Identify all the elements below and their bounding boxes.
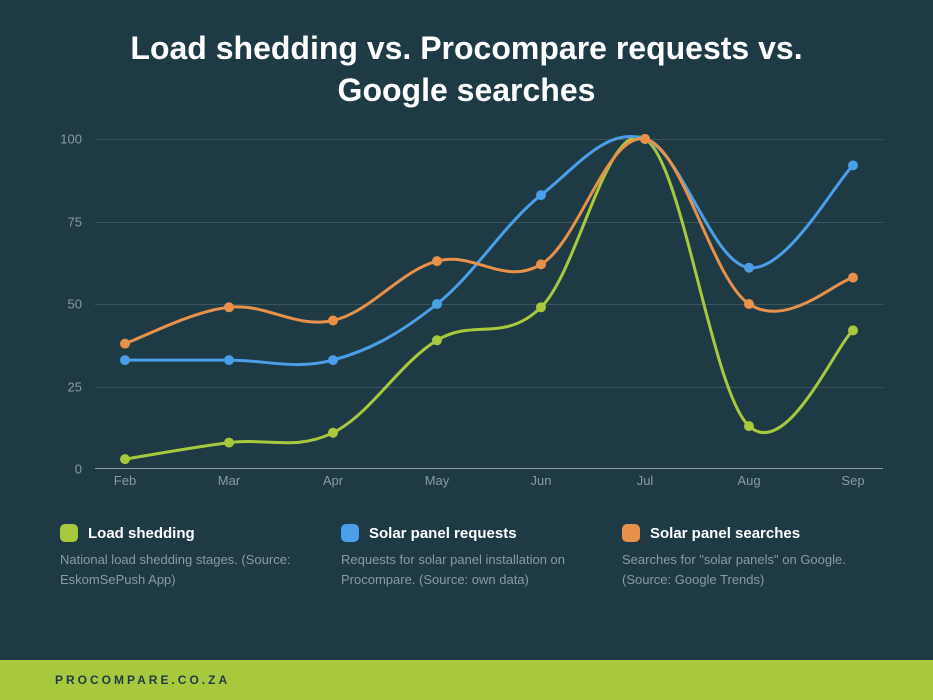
legend-swatch <box>60 524 78 542</box>
series-marker <box>120 355 130 365</box>
x-tick-label: May <box>425 473 450 488</box>
series-marker <box>120 339 130 349</box>
y-tick-label: 75 <box>68 214 82 229</box>
x-tick-label: Sep <box>841 473 864 488</box>
series-marker <box>744 421 754 431</box>
legend-title: Load shedding <box>88 525 195 542</box>
legend-desc: National load shedding stages. (Source: … <box>60 550 311 589</box>
footer-text: PROCOMPARE.CO.ZA <box>55 673 230 687</box>
y-tick-label: 0 <box>75 462 82 477</box>
series-line <box>125 139 853 344</box>
legend-title: Solar panel searches <box>650 525 800 542</box>
series-marker <box>848 326 858 336</box>
series-marker <box>328 316 338 326</box>
legend-item: Solar panel searches Searches for "solar… <box>622 524 873 589</box>
series-marker <box>224 438 234 448</box>
series-marker <box>120 454 130 464</box>
legend-item: Load shedding National load shedding sta… <box>60 524 311 589</box>
series-marker <box>432 256 442 266</box>
series-marker <box>848 161 858 171</box>
legend-title: Solar panel requests <box>369 525 517 542</box>
series-marker <box>744 299 754 309</box>
series-marker <box>536 302 546 312</box>
series-marker <box>536 260 546 270</box>
series-marker <box>224 302 234 312</box>
legend-desc: Requests for solar panel installation on… <box>341 550 592 589</box>
x-tick-label: Aug <box>737 473 760 488</box>
legend-swatch <box>341 524 359 542</box>
footer-bar: PROCOMPARE.CO.ZA <box>0 660 933 700</box>
chart-area: 0255075100 FebMarAprMayJunJulAugSep <box>60 139 883 469</box>
y-tick-label: 50 <box>68 297 82 312</box>
series-marker <box>848 273 858 283</box>
x-tick-label: Jun <box>531 473 552 488</box>
series-marker <box>328 428 338 438</box>
series-marker <box>744 263 754 273</box>
series-marker <box>432 299 442 309</box>
line-plot <box>95 139 883 469</box>
series-marker <box>640 134 650 144</box>
series-marker <box>536 190 546 200</box>
series-marker <box>432 335 442 345</box>
chart-title: Load shedding vs. Procompare requests vs… <box>0 0 933 119</box>
series-marker <box>224 355 234 365</box>
y-tick-label: 100 <box>60 132 82 147</box>
x-tick-label: Feb <box>114 473 136 488</box>
legend-swatch <box>622 524 640 542</box>
x-tick-label: Jul <box>637 473 654 488</box>
series-marker <box>328 355 338 365</box>
y-tick-label: 25 <box>68 379 82 394</box>
x-tick-label: Mar <box>218 473 240 488</box>
y-axis: 0255075100 <box>50 139 90 469</box>
x-axis: Feb Mar Apr May Jun Jul Aug Sep <box>95 473 883 493</box>
legend-desc: Searches for "solar panels" on Google. (… <box>622 550 873 589</box>
x-tick-label: Apr <box>323 473 343 488</box>
legend-item: Solar panel requests Requests for solar … <box>341 524 592 589</box>
